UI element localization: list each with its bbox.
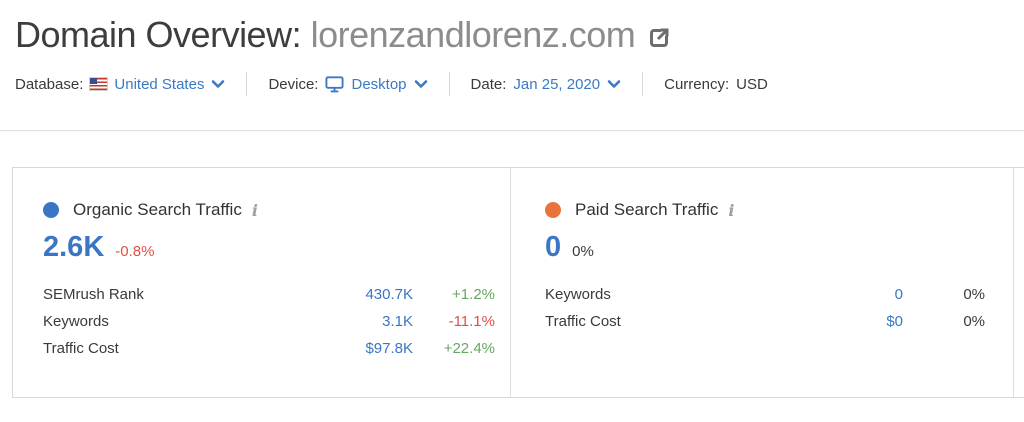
monitor-icon (325, 75, 345, 93)
next-card-stub (1013, 168, 1024, 397)
filter-database: Database: United States (15, 76, 225, 93)
stats-table: SEMrush Rank 430.7K +1.2% Keywords 3.1K … (43, 281, 495, 362)
date-dropdown[interactable]: Jan 25, 2020 (513, 76, 621, 93)
chevron-down-icon (607, 80, 621, 88)
stat-label: Traffic Cost (43, 340, 119, 357)
main-metric: 0 0% (545, 231, 1013, 264)
stat-change: -11.1% (448, 313, 495, 330)
device-label: Device: (268, 75, 319, 93)
paid-traffic-change: 0% (572, 243, 594, 260)
page-title-prefix: Domain Overview: (15, 14, 311, 55)
organic-dot-icon (43, 202, 59, 218)
card-title: Paid Search Traffic (575, 200, 719, 219)
stat-change: +1.2% (452, 286, 495, 303)
chevron-down-icon (414, 80, 427, 88)
stat-label: Traffic Cost (545, 313, 621, 330)
filter-date: Date: Jan 25, 2020 (471, 76, 622, 93)
external-link-icon[interactable] (647, 26, 671, 50)
stat-value[interactable]: 430.7K (365, 286, 413, 303)
stat-label: Keywords (545, 286, 611, 303)
filter-device: Device: Desktop (268, 75, 427, 93)
stat-value[interactable]: 0 (894, 286, 903, 303)
card-header: Organic Search Traffic i (43, 200, 510, 220)
paid-dot-icon (545, 202, 561, 218)
stat-row: Traffic Cost $0 0% (545, 308, 985, 335)
stat-change: +22.4% (443, 340, 495, 357)
stat-value[interactable]: 3.1K (382, 313, 413, 330)
page-header: Domain Overview: lorenzandlorenz.com (0, 0, 1024, 56)
traffic-overview-panel: Organic Search Traffic i 2.6K -0.8% SEMr… (12, 167, 1024, 398)
paid-search-traffic-card: Paid Search Traffic i 0 0% Keywords 0 0%… (510, 168, 1013, 397)
stat-row: Traffic Cost $97.8K +22.4% (43, 335, 495, 362)
organic-search-traffic-card: Organic Search Traffic i 2.6K -0.8% SEMr… (13, 168, 510, 397)
stat-change: 0% (963, 286, 985, 303)
stat-row: Keywords 0 0% (545, 281, 985, 308)
stat-label: SEMrush Rank (43, 286, 144, 303)
date-value: Jan 25, 2020 (513, 75, 601, 93)
filter-currency: Currency: USD (664, 76, 768, 93)
stat-value[interactable]: $97.8K (365, 340, 413, 357)
filter-bar: Database: United States Device: Desktop … (15, 72, 1024, 96)
stats-table: Keywords 0 0% Traffic Cost $0 0% (545, 281, 985, 335)
info-icon[interactable]: i (728, 200, 735, 220)
organic-traffic-value[interactable]: 2.6K (43, 231, 105, 263)
database-label: Database: (15, 75, 84, 93)
info-icon[interactable]: i (251, 200, 258, 220)
stat-change: 0% (963, 313, 985, 330)
us-flag-icon (89, 77, 109, 91)
filter-divider (246, 72, 248, 96)
card-title: Organic Search Traffic (73, 200, 242, 219)
card-header: Paid Search Traffic i (545, 200, 1013, 220)
page-title: Domain Overview: lorenzandlorenz.com (15, 14, 636, 56)
stat-value[interactable]: $0 (886, 313, 903, 330)
chevron-down-icon (212, 80, 225, 88)
header-divider (0, 130, 1024, 131)
device-dropdown[interactable]: Desktop (325, 75, 427, 93)
stat-row: SEMrush Rank 430.7K +1.2% (43, 281, 495, 308)
currency-value: USD (736, 75, 768, 93)
filter-divider (448, 72, 450, 96)
stat-label: Keywords (43, 313, 109, 330)
currency-label: Currency: (664, 75, 730, 93)
paid-traffic-value[interactable]: 0 (545, 231, 562, 263)
database-value: United States (114, 75, 205, 93)
main-metric: 2.6K -0.8% (43, 231, 510, 264)
stat-row: Keywords 3.1K -11.1% (43, 308, 495, 335)
organic-traffic-change: -0.8% (115, 243, 155, 260)
device-value: Desktop (351, 75, 407, 93)
filter-divider (642, 72, 644, 96)
domain-name: lorenzandlorenz.com (310, 14, 636, 55)
date-label: Date: (470, 75, 507, 93)
database-dropdown[interactable]: United States (89, 75, 225, 93)
